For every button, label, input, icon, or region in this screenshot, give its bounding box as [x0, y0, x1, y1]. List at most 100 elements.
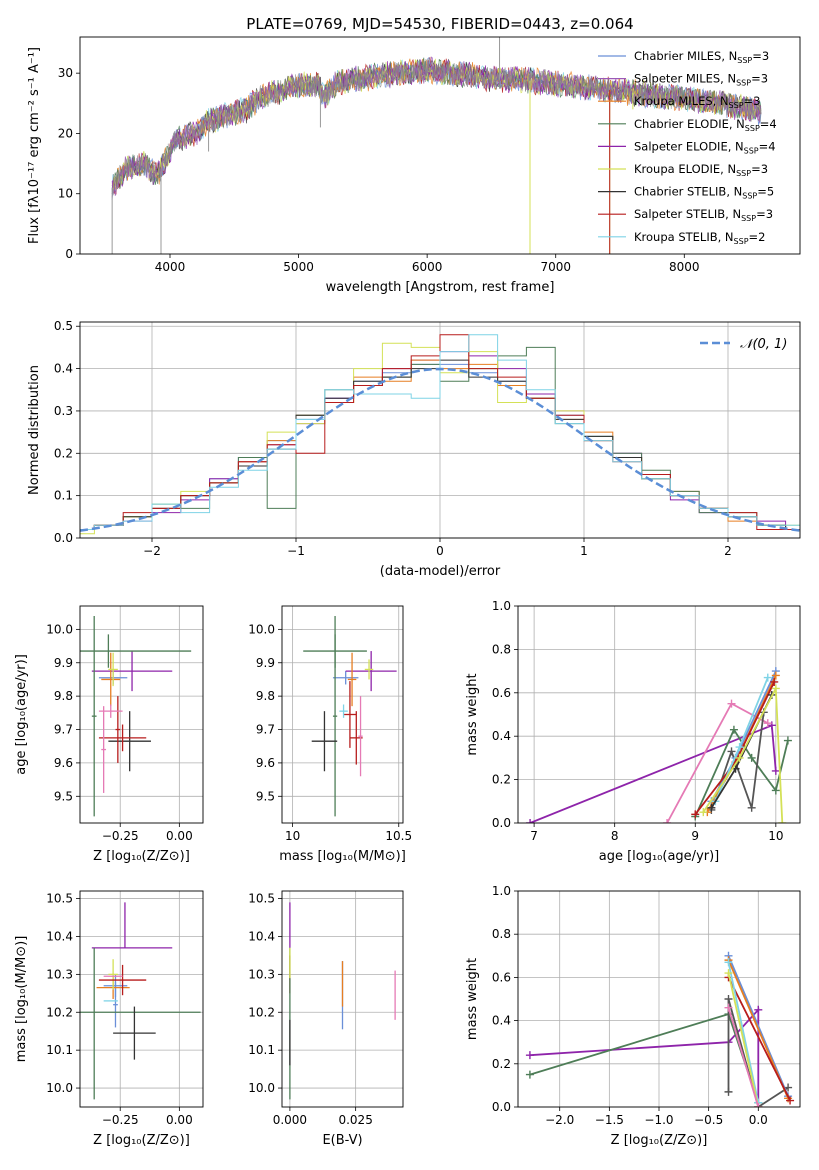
y-tick-label: 9.5 [54, 789, 73, 803]
spectrum-axes: 4000 5000 6000 7000 8000 0 10 20 30 wavelength [A… [27, 47, 700, 295]
weight-point-marker [691, 810, 700, 819]
y-tick-label: 0.0 [492, 1100, 511, 1114]
x-tick-label: 0.00 [166, 829, 193, 843]
y-tick-label: 9.9 [54, 656, 73, 670]
weight-series-line [727, 962, 760, 1103]
gaussian-curve [80, 367, 800, 532]
y-tick-label: 0.2 [54, 446, 73, 460]
x-tick-label: −1.0 [644, 1113, 673, 1127]
weight-point-marker [784, 1083, 793, 1092]
weight-series-line [529, 1007, 760, 1107]
y-tick-label: 10.3 [248, 967, 275, 981]
y-tick-label: 10.2 [248, 1005, 275, 1019]
y-tick-label: 30 [58, 66, 73, 80]
x-axis-label: age [log₁₀(age/yr)] [599, 849, 720, 864]
spectrum-data-line [111, 58, 762, 196]
weight-point-marker [707, 803, 716, 812]
y-tick-label: 9.7 [256, 723, 275, 737]
x-tick-label: 0 [436, 544, 444, 558]
y-tick-label: 10.4 [46, 929, 73, 943]
weight-point-marker [724, 1087, 733, 1096]
x-tick-label: 8000 [669, 260, 700, 274]
y-tick-label: 10.3 [46, 967, 73, 981]
y-tick-label: 10.1 [248, 1043, 275, 1057]
x-tick-label: 5000 [283, 260, 314, 274]
x-tick-label: 2 [724, 544, 732, 558]
legend-label: Kroupa ELODIE, NSSP=3 [634, 162, 768, 178]
x-tick-label: 7000 [540, 260, 571, 274]
gaussian-legend-label: 𝒩(0, 1) [740, 337, 787, 352]
weight-point-marker [771, 786, 780, 795]
age_vs_mass-plot-area [303, 616, 397, 817]
legend-label: Salpeter ELODIE, NSSP=4 [634, 139, 776, 155]
weight-series-line [529, 1012, 760, 1103]
legend-label: Kroupa STELIB, NSSP=2 [634, 230, 765, 246]
y-tick-label: 9.6 [256, 756, 275, 770]
mass_vs_Z-axes: −0.25 0.00 10.0 10.1 10.2 10.3 10.4 10.5 Z [log₁… [14, 891, 203, 1148]
weight-point-marker [747, 753, 756, 762]
y-axis-label: Normed distribution [27, 365, 42, 495]
y-axis-label: mass [log₁₀(M/M⊙)] [14, 936, 29, 1063]
x-tick-label: 6000 [412, 260, 443, 274]
weight-point-marker [771, 766, 780, 775]
y-tick-label: 0.5 [54, 319, 73, 333]
y-tick-label: 10.0 [248, 622, 275, 636]
weight_vs_Z-frame [517, 890, 801, 1108]
weight-point-marker [735, 743, 744, 752]
x-tick-label: −0.25 [102, 829, 139, 843]
y-tick-label: 10.0 [46, 1081, 73, 1095]
y-tick-label: 1.0 [492, 599, 511, 613]
spectrum-frame [79, 36, 801, 255]
x-axis-label: wavelength [Angstrom, rest frame] [326, 280, 555, 295]
weight-point-marker [724, 969, 733, 978]
x-tick-label: 10.5 [385, 829, 412, 843]
x-tick-label: −0.25 [102, 1113, 139, 1127]
weight-point-marker [724, 1003, 733, 1012]
y-tick-label: 10.2 [46, 1005, 73, 1019]
weight-series-line [702, 685, 784, 823]
y-axis-label: mass weight [465, 958, 480, 1040]
legend-label: Salpeter STELIB, NSSP=3 [634, 207, 773, 223]
weight-point-marker [724, 958, 733, 967]
x-tick-label: 0.025 [338, 1113, 372, 1127]
y-tick-label: 9.8 [256, 689, 275, 703]
y-tick-label: 9.7 [54, 723, 73, 737]
y-tick-label: 0.4 [492, 1014, 511, 1028]
figure-title: PLATE=0769, MJD=54530, FIBERID=0443, z=0… [246, 15, 633, 33]
legend-label: Kroupa MILES, NSSP=3 [634, 94, 760, 110]
weight-point-marker [727, 699, 736, 708]
weight-point-marker [763, 719, 772, 728]
y-tick-label: 0.6 [492, 970, 511, 984]
x-tick-label: 0.00 [166, 1113, 193, 1127]
y-tick-label: 9.6 [54, 756, 73, 770]
x-tick-label: 1 [580, 544, 588, 558]
weight-point-marker [771, 684, 780, 693]
weight-point-marker [727, 747, 736, 756]
weight-point-marker [763, 673, 772, 682]
weight-point-marker [778, 819, 787, 823]
mass_vs_Z-frame [79, 890, 204, 1108]
weight-point-marker [525, 1070, 534, 1079]
y-tick-label: 0 [65, 247, 73, 261]
age_vs_mass-frame [281, 605, 404, 824]
weight-point-marker [754, 1005, 763, 1014]
weight-series-line [727, 955, 789, 1097]
weight-point-marker [663, 819, 672, 823]
y-tick-label: 10.0 [248, 1081, 275, 1095]
weight-point-marker [783, 736, 792, 745]
y-tick-label: 0.4 [54, 362, 73, 376]
weight-point-marker [526, 819, 535, 823]
y-tick-label: 0.4 [492, 729, 511, 743]
y-tick-label: 10.4 [248, 929, 275, 943]
legend-label: Chabrier STELIB, NSSP=5 [634, 185, 774, 201]
y-tick-label: 10.0 [46, 622, 73, 636]
x-tick-label: 0.0 [749, 1113, 768, 1127]
y-tick-label: 0.3 [54, 404, 73, 418]
x-tick-label: −1 [287, 544, 305, 558]
y-tick-label: 1.0 [492, 884, 511, 898]
weight-series-line [727, 998, 789, 1107]
mass_vs_ebv-frame [281, 890, 404, 1108]
weight-point-marker [747, 803, 756, 812]
legend-label: Chabrier MILES, NSSP=3 [634, 49, 769, 65]
y-tick-label: 0.8 [492, 927, 511, 941]
